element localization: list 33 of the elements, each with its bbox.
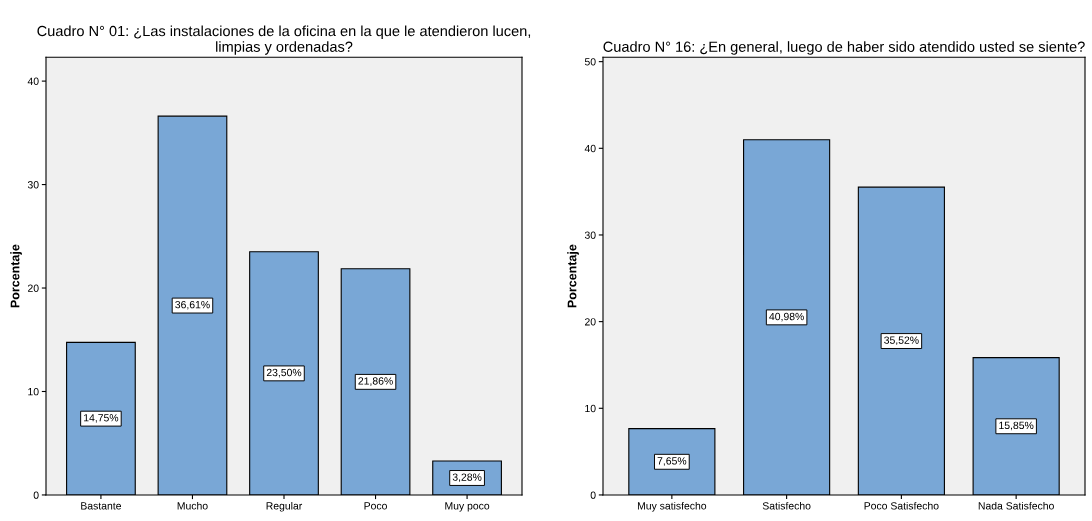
data-label: 40,98% [769, 312, 804, 322]
y-tick-label: 0 [33, 491, 39, 499]
y-tick-label: 10 [28, 387, 39, 396]
data-label: 7,65% [657, 457, 687, 466]
x-tick-label: Bastante [81, 502, 122, 510]
y-tick-label: 30 [584, 231, 596, 239]
data-label: 35,52% [884, 336, 919, 346]
y-tick-label: 20 [27, 284, 39, 292]
x-tick-label: Regular [266, 501, 303, 512]
data-label: 23,50% [266, 368, 302, 378]
y-tick-label: 50 [584, 58, 596, 66]
x-tick-label: Muy poco [445, 502, 490, 512]
x-tick-label: Mucho [177, 501, 208, 510]
y-tick-label: 10 [585, 404, 596, 413]
chart-title: Cuadro N° 16: ¿En general, luego de haber sido atendido usted se siente? [603, 41, 1085, 55]
y-tick-label: 20 [584, 318, 596, 326]
y-axis-title: Porcentaje [567, 244, 579, 308]
y-tick-label: 30 [27, 181, 39, 189]
data-label: 3,28% [452, 473, 482, 483]
x-tick-label: Satisfecho [762, 501, 811, 510]
x-tick-label: Poco Satisfecho [864, 501, 939, 510]
data-label: 15,85% [999, 421, 1034, 431]
x-tick-label: Nada Satisfecho [978, 501, 1054, 510]
y-axis-title: Porcentaje [10, 244, 22, 308]
x-tick-label: Poco [364, 502, 387, 510]
data-label: 14,75% [84, 414, 119, 423]
y-tick-label: 40 [27, 77, 39, 85]
y-tick-label: 0 [590, 491, 596, 499]
y-tick-label: 40 [584, 144, 596, 153]
data-label: 36,61% [175, 300, 210, 310]
data-label: 21,86% [358, 377, 393, 386]
chart-title: Cuadro N° 01: ¿Las instalaciones de la oficina en la que le atendieron lucen, limpias y ordenadas? [37, 25, 531, 55]
x-tick-label: Muy satisfecho [637, 501, 707, 512]
